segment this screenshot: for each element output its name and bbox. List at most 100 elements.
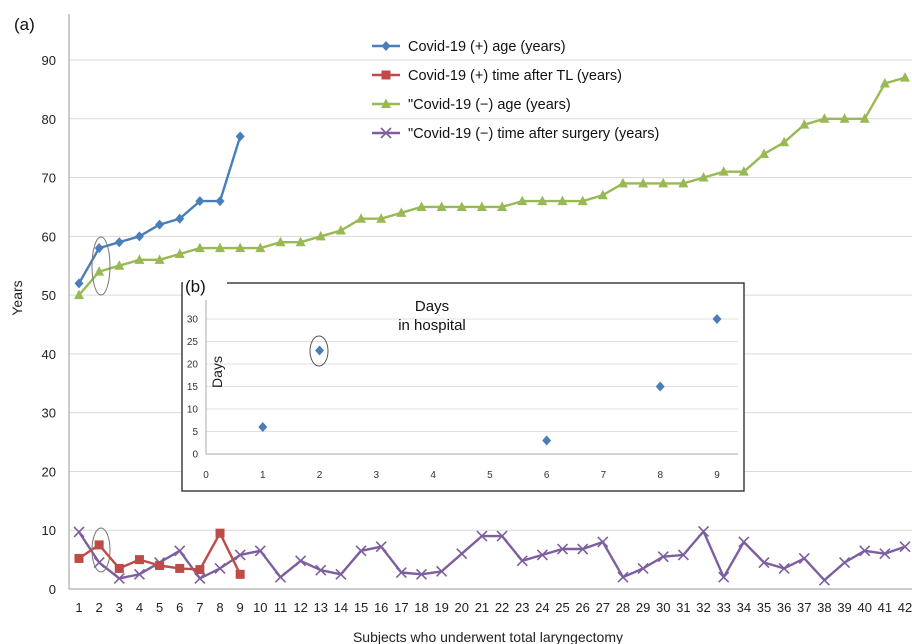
inset-x-tick-label: 6	[544, 470, 550, 481]
data-point	[154, 254, 165, 264]
x-tick-label: 9	[237, 600, 244, 615]
highlight-ellipse-bottom	[91, 527, 111, 573]
data-point	[718, 571, 730, 583]
data-point	[497, 201, 508, 211]
data-point	[274, 571, 287, 583]
data-point	[496, 530, 508, 542]
data-point	[637, 562, 649, 574]
data-point	[215, 196, 225, 207]
data-point	[436, 565, 448, 577]
x-tick-label: 32	[696, 600, 710, 615]
data-point	[638, 177, 649, 188]
data-point	[235, 242, 246, 253]
highlight-ellipse-main	[91, 236, 111, 296]
x-tick-label: 25	[555, 600, 569, 615]
x-tick-label: 37	[797, 600, 811, 615]
inset-x-tick-label: 5	[487, 470, 493, 481]
data-point	[577, 543, 589, 555]
x-tick-label: 3	[116, 600, 123, 615]
inset-x-tick-label: 7	[601, 470, 607, 481]
y-tick-label: 60	[42, 229, 56, 244]
inset-y-tick-label: 20	[187, 360, 199, 371]
data-point	[113, 572, 125, 584]
y-tick-label: 80	[42, 112, 56, 127]
data-point	[295, 555, 307, 567]
y-tick-label: 90	[42, 53, 56, 68]
inset-title-line2: in hospital	[398, 317, 466, 334]
series-1	[74, 528, 245, 579]
data-point	[476, 530, 488, 542]
data-point	[556, 543, 569, 555]
x-tick-label: 30	[656, 600, 670, 615]
data-point	[174, 248, 185, 258]
x-tick-label: 1	[75, 600, 82, 615]
data-point	[818, 574, 830, 586]
data-point	[597, 536, 609, 548]
inset-data-point	[258, 422, 268, 432]
inset-y-tick-label: 25	[187, 337, 199, 348]
x-tick-label: 31	[676, 600, 690, 615]
data-point	[356, 213, 367, 223]
x-axis-title: Subjects who underwent total laryngectom…	[353, 629, 623, 644]
legend-entry: Covid-19 (+) age (years)	[372, 39, 566, 55]
data-point	[215, 528, 225, 538]
data-point	[879, 548, 891, 560]
inset-title-line1: Days	[415, 298, 449, 315]
data-point	[134, 555, 144, 565]
series-0	[74, 131, 245, 289]
data-point	[376, 213, 387, 223]
legend-label: Covid-19 (+) age (years)	[408, 39, 566, 55]
legend: Covid-19 (+) age (years) Covid-19 (+) tim…	[372, 39, 659, 142]
data-point	[295, 236, 306, 247]
data-point	[133, 568, 146, 580]
x-tick-label: 11	[274, 600, 288, 615]
data-point	[677, 549, 689, 561]
data-point	[235, 569, 245, 579]
legend-marker	[381, 41, 391, 51]
x-tick-label: 34	[737, 600, 751, 615]
data-point	[335, 568, 347, 580]
data-point	[275, 236, 286, 247]
data-point	[416, 201, 427, 211]
data-point	[658, 177, 669, 188]
data-point	[215, 242, 226, 253]
inset-x-tick-label: 3	[374, 470, 380, 481]
x-tick-label: 36	[777, 600, 791, 615]
inset-y-tick-label: 30	[187, 315, 199, 326]
data-point	[355, 545, 367, 557]
data-point	[617, 571, 629, 583]
inset-data-point	[542, 435, 552, 446]
data-point	[155, 219, 165, 230]
x-tick-label: 12	[293, 600, 307, 615]
data-point	[94, 540, 104, 550]
main-axes	[68, 14, 912, 590]
data-point	[114, 563, 124, 573]
x-tick-label: 39	[837, 600, 851, 615]
x-tick-label: 8	[216, 600, 223, 615]
x-tick-label: 2	[96, 600, 103, 615]
x-tick-label: 20	[455, 600, 469, 615]
data-point	[799, 119, 810, 129]
data-point	[114, 237, 124, 248]
data-point	[94, 243, 104, 254]
data-point	[134, 254, 145, 264]
data-point	[838, 556, 851, 569]
inset-highlight-ellipse	[309, 335, 329, 367]
data-point	[73, 526, 85, 538]
data-point	[657, 551, 669, 563]
data-point	[819, 113, 830, 123]
data-point	[536, 549, 548, 561]
data-point	[194, 242, 205, 253]
series-line	[78, 76, 906, 296]
data-point	[74, 278, 84, 289]
inset-data-point	[315, 345, 325, 356]
x-tick-label: 6	[176, 600, 183, 615]
data-point	[718, 166, 729, 176]
y-tick-label: 30	[42, 406, 56, 421]
data-point	[597, 189, 608, 200]
y-tick-label: 20	[42, 464, 56, 479]
legend-label: Covid-19 (+) time after TL (years)	[408, 68, 622, 84]
x-tick-label: 15	[354, 600, 368, 615]
data-point	[114, 260, 125, 270]
panel-b-label: (b)	[185, 277, 206, 296]
